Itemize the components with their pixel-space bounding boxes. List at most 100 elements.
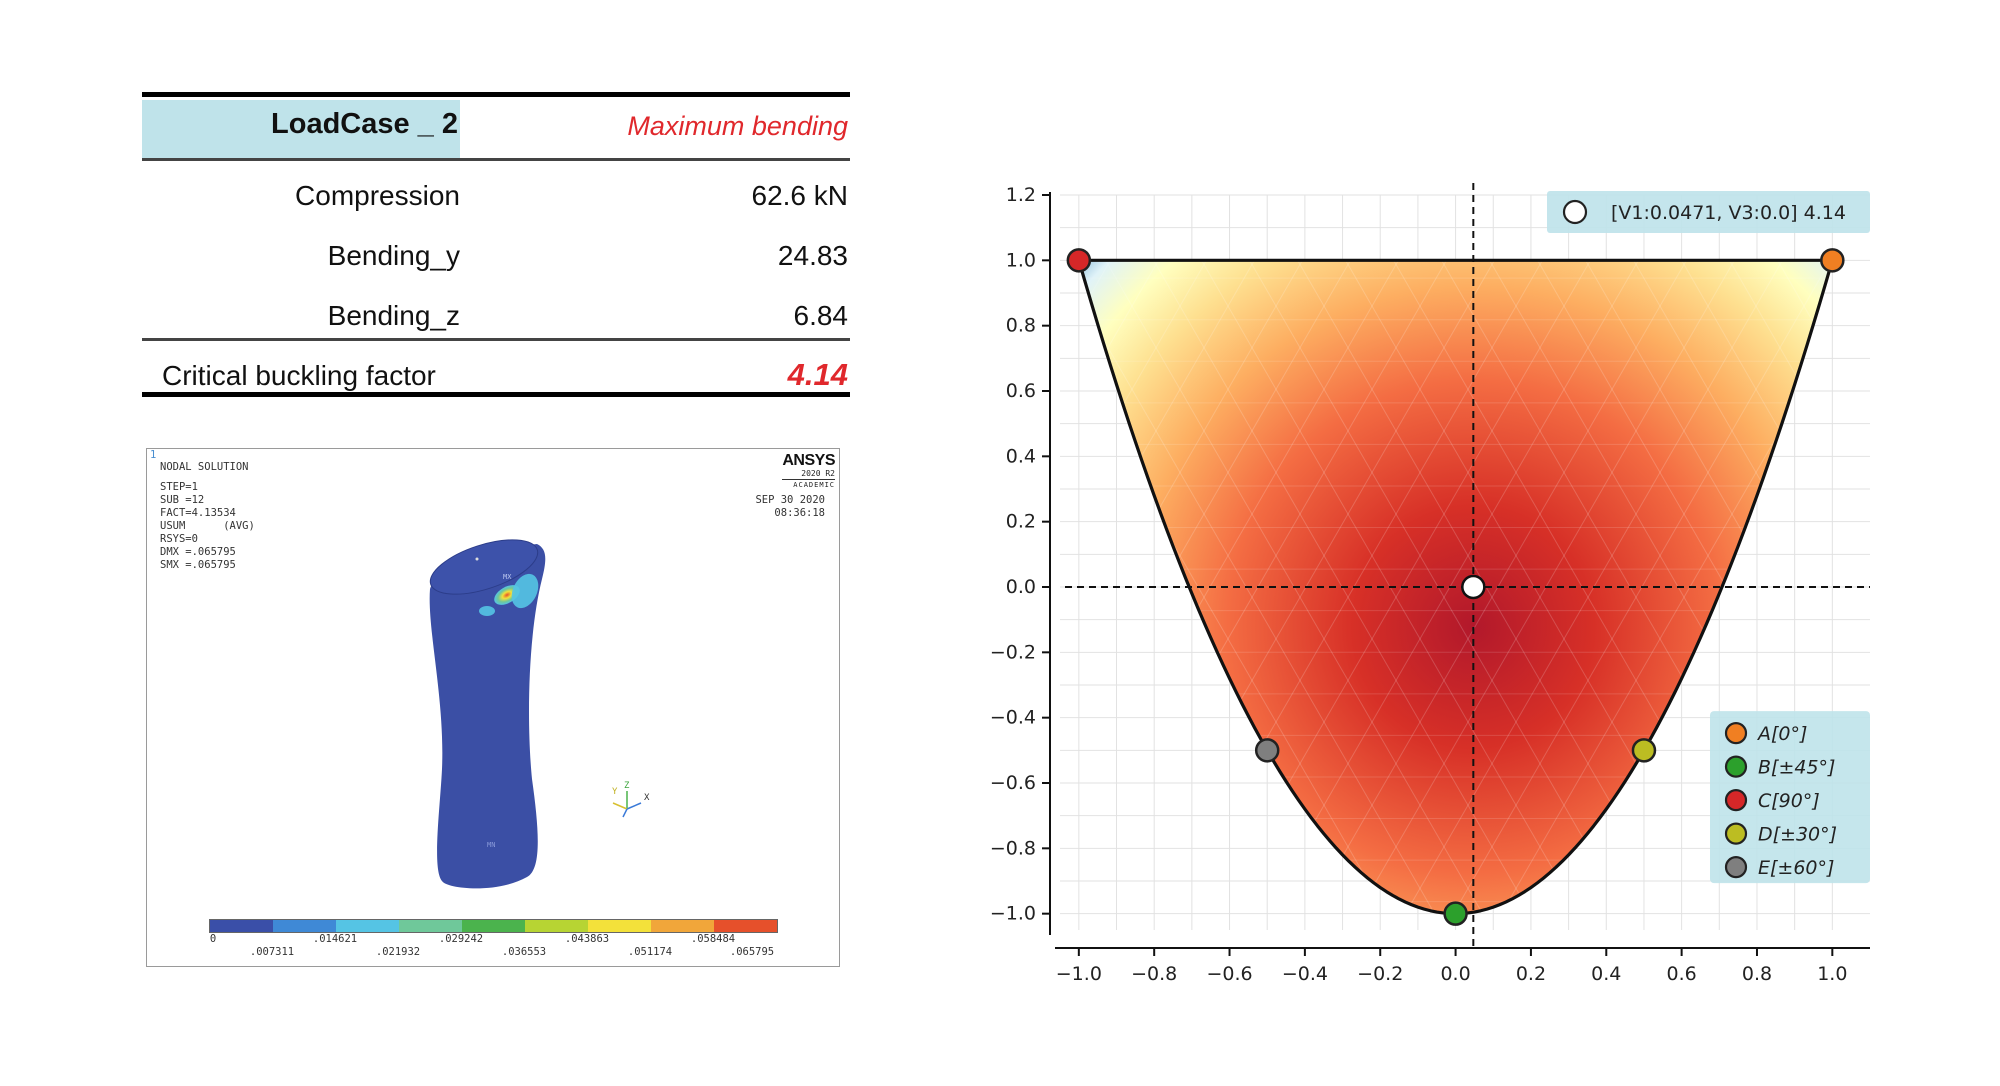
solution-date: SEP 30 2020 xyxy=(755,494,825,506)
mesh-line xyxy=(960,195,964,930)
mesh-line xyxy=(1211,260,1637,914)
x-tick-label: 0.0 xyxy=(1440,963,1470,985)
mesh-line xyxy=(1299,260,1725,914)
axis-triad-icon xyxy=(612,791,642,818)
critical-buckling-value: 4.14 xyxy=(787,357,848,392)
x-tick-label: 0.8 xyxy=(1742,963,1772,985)
colorbar-label-bottom: .021932 xyxy=(375,946,421,958)
mesh-line xyxy=(960,195,1060,930)
table-bottom-rule xyxy=(142,392,850,397)
optimum-marker xyxy=(1461,574,1486,600)
axis-label-x: X xyxy=(644,793,650,803)
mesh-line xyxy=(960,195,1012,930)
rows-bottom-rule xyxy=(142,338,850,341)
mesh-line xyxy=(1395,260,1821,914)
colorbar-label-top: .043863 xyxy=(564,933,610,945)
mesh-line xyxy=(1347,260,1773,914)
loadcase-title: LoadCase _ 2 xyxy=(271,108,458,140)
mesh-line xyxy=(960,195,1052,930)
legend-colorbar xyxy=(209,919,778,933)
mesh-line xyxy=(1078,260,1245,914)
ansys-result-panel: 1 NODAL SOLUTION STEP=1 SUB =12 FACT=4.1… xyxy=(146,448,840,967)
mesh-line xyxy=(1251,260,1677,914)
mesh-line xyxy=(1078,260,1197,914)
info-usum: USUM (AVG) xyxy=(160,520,255,532)
colorbar-label-top: 0 xyxy=(209,933,217,945)
legend-marker xyxy=(1724,755,1748,778)
y-tick-label: 0.8 xyxy=(1006,315,1036,337)
legend-marker xyxy=(1724,822,1748,845)
info-fact: FACT=4.13534 xyxy=(160,507,236,519)
legend-label: A[0°] xyxy=(1756,723,1807,745)
colorbar-segment xyxy=(210,920,273,932)
critical-buckling-label: Critical buckling factor xyxy=(162,360,436,391)
row-label-bending-y: Bending_y xyxy=(327,240,460,271)
legend-marker xyxy=(1724,789,1748,812)
mesh-line xyxy=(1078,260,1397,914)
row-label-bending-z: Bending_z xyxy=(327,300,460,331)
point-marker xyxy=(1443,901,1468,926)
mesh-line xyxy=(1078,260,1493,914)
info-smx: SMX =.065795 xyxy=(160,559,236,571)
point-marker xyxy=(1066,248,1092,273)
colorbar-segment xyxy=(336,920,399,932)
colorbar-label-top: .058484 xyxy=(690,933,736,945)
colorbar-label-bottom: .007311 xyxy=(249,946,295,958)
legend-marker xyxy=(1724,722,1748,745)
header-highlight xyxy=(142,100,460,158)
y-tick-label: 1.2 xyxy=(1006,184,1036,206)
colorbar-segment xyxy=(525,920,588,932)
info-step: STEP=1 xyxy=(160,481,198,493)
row-value-bending-y: 24.83 xyxy=(777,240,848,271)
min-marker: MN xyxy=(487,841,496,849)
chart-axes: −1.0 −0.8 −0.6 −0.4 −0.2 0.0 0.2 0.4 0.6 0.8 1.0 1.… xyxy=(990,184,1870,985)
mesh-line xyxy=(1691,260,1833,914)
loadcase-description: Maximum bending xyxy=(627,111,848,141)
annotation-text: [V1:0.0471, V3:0.0] 4.14 xyxy=(1611,202,1846,224)
x-tick-label: 0.4 xyxy=(1591,963,1621,985)
y-tick-label: 0.2 xyxy=(1006,511,1036,533)
y-tick-label: −0.4 xyxy=(990,707,1036,729)
mesh-line xyxy=(1499,260,1833,914)
design-space-chart: −1.0 −0.8 −0.6 −0.4 −0.2 0.0 0.2 0.4 0.6 0.8 1.0 1.… xyxy=(960,183,1870,985)
optimum-annotation: [V1:0.0471, V3:0.0] 4.14 xyxy=(1547,191,1870,233)
colorbar-segment xyxy=(462,920,525,932)
header-rule xyxy=(142,158,850,161)
mesh-line xyxy=(1643,260,1833,914)
point-marker xyxy=(1820,248,1845,273)
y-tick-label: 0.0 xyxy=(1006,576,1036,598)
lamination-points xyxy=(1066,248,1845,926)
legend-box xyxy=(1710,711,1870,884)
legend-label: C[90°] xyxy=(1758,790,1820,812)
logo-name: ANSYS xyxy=(782,452,835,469)
point-marker xyxy=(1631,738,1657,763)
mesh-line xyxy=(1491,260,1833,914)
axis-label-z: Z xyxy=(624,781,630,791)
solution-title: NODAL SOLUTION xyxy=(160,461,249,473)
x-tick-label: 0.6 xyxy=(1667,963,1697,985)
y-tick-label: −1.0 xyxy=(990,903,1036,925)
optimum-crosshair xyxy=(1065,183,1870,948)
x-tick-label: 0.2 xyxy=(1516,963,1546,985)
colorbar-label-bottom: .036553 xyxy=(501,946,547,958)
max-marker: MX xyxy=(503,573,512,581)
mesh-line xyxy=(1739,260,1833,914)
mesh-line xyxy=(1163,260,1589,914)
ansys-logo: ANSYS 2020 R2 ACADEMIC xyxy=(782,453,835,490)
row-label-compression: Compression xyxy=(295,180,460,211)
axis-label-y: Y xyxy=(612,787,618,797)
legend-label: D[±30°] xyxy=(1758,824,1837,846)
y-tick-label: 0.6 xyxy=(1006,380,1036,402)
colorbar-segment xyxy=(651,920,714,932)
mesh-line xyxy=(1115,260,1541,914)
info-dmx: DMX =.065795 xyxy=(160,546,236,558)
y-tick-label: −0.8 xyxy=(990,837,1036,859)
x-tick-label: −0.4 xyxy=(1282,963,1328,985)
table-top-rule xyxy=(142,92,850,97)
mesh-line xyxy=(1443,260,1833,914)
row-value-compression: 62.6 kN xyxy=(751,180,849,211)
x-tick-label: −1.0 xyxy=(1056,963,1102,985)
colorbar-label-bottom: .065795 xyxy=(729,946,775,958)
colorbar-segment xyxy=(714,920,777,932)
annotation-box xyxy=(1547,191,1870,233)
